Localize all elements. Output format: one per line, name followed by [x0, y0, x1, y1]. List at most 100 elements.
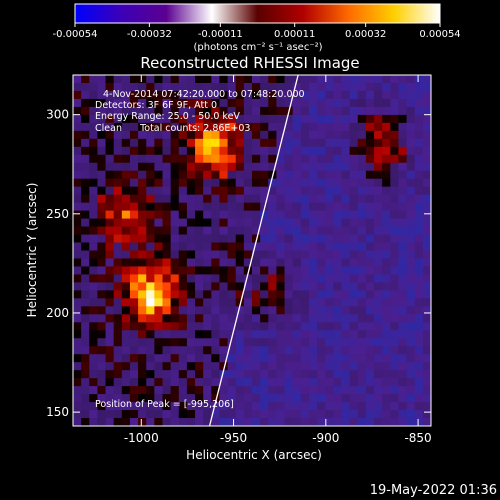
heatmap-cell	[154, 82, 163, 92]
heatmap-cell	[227, 106, 237, 116]
heatmap-cell	[235, 218, 245, 227]
heatmap-cell	[398, 138, 407, 148]
heatmap-cell	[105, 338, 115, 347]
heatmap-cell	[89, 402, 98, 411]
heatmap-cell	[325, 402, 334, 411]
heatmap-cell	[203, 266, 212, 275]
heatmap-cell	[113, 130, 123, 140]
heatmap-cell	[186, 122, 196, 132]
heatmap-cell	[292, 114, 302, 124]
heatmap-cell	[178, 418, 188, 426]
heatmap-cell	[89, 114, 98, 124]
heatmap-image	[73, 75, 431, 426]
heatmap-cell	[243, 418, 253, 426]
heatmap-cell	[105, 98, 115, 108]
heatmap-cell	[170, 370, 180, 379]
heatmap-cell	[341, 178, 351, 188]
heatmap-cell	[374, 210, 383, 219]
heatmap-cell	[105, 306, 115, 315]
heatmap-cell	[357, 274, 367, 283]
heatmap-cell	[300, 75, 310, 84]
heatmap-cell	[365, 82, 375, 92]
heatmap-cell	[406, 138, 416, 148]
heatmap-cell	[414, 98, 424, 108]
heatmap-cell	[325, 378, 334, 387]
heatmap-cell	[325, 194, 334, 204]
heatmap-cell	[105, 218, 115, 227]
heatmap-cell	[268, 402, 277, 411]
heatmap-cell	[113, 82, 123, 92]
heatmap-cell	[227, 266, 237, 275]
heatmap-cell	[113, 162, 123, 172]
heatmap-cell	[422, 226, 431, 235]
heatmap-cell	[252, 386, 261, 395]
heatmap-cell	[138, 186, 147, 196]
heatmap-cell	[203, 306, 212, 315]
heatmap-cell	[325, 258, 334, 267]
heatmap-cell	[357, 75, 367, 84]
heatmap-cell	[243, 234, 253, 243]
heatmap-cell	[422, 234, 431, 243]
heatmap-cell	[186, 338, 196, 347]
heatmap-cell	[333, 306, 342, 315]
heatmap-cell	[243, 362, 253, 371]
heatmap-cell	[349, 106, 359, 116]
heatmap-cell	[398, 90, 407, 100]
heatmap-cell	[73, 226, 82, 235]
heatmap-cell	[195, 130, 204, 140]
heatmap-cell	[390, 386, 399, 395]
heatmap-cell	[357, 106, 367, 116]
heatmap-cell	[406, 154, 416, 164]
heatmap-cell	[349, 146, 359, 156]
heatmap-cell	[203, 170, 212, 180]
heatmap-cell	[308, 202, 318, 212]
heatmap-cell	[365, 410, 375, 419]
heatmap-cell	[357, 386, 367, 395]
heatmap-cell	[406, 354, 416, 363]
heatmap-cell	[178, 338, 188, 347]
heatmap-cell	[81, 146, 90, 156]
heatmap-cell	[398, 210, 407, 219]
heatmap-cell	[227, 346, 237, 355]
heatmap-cell	[138, 322, 147, 331]
heatmap-cell	[341, 314, 351, 323]
heatmap-cell	[138, 90, 147, 100]
heatmap-cell	[333, 378, 342, 387]
heatmap-cell	[276, 290, 285, 299]
heatmap-cell	[89, 386, 98, 395]
heatmap-cell	[219, 274, 228, 283]
heatmap-cell	[105, 162, 115, 172]
heatmap-cell	[317, 202, 326, 212]
heatmap-cell	[195, 138, 204, 148]
heatmap-cell	[211, 226, 220, 235]
heatmap-cell	[121, 186, 131, 196]
heatmap-cell	[317, 90, 326, 100]
heatmap-cell	[382, 114, 391, 124]
heatmap-cell	[357, 402, 367, 411]
heatmap-cell	[227, 274, 237, 283]
heatmap-cell	[154, 162, 163, 172]
heatmap-cell	[276, 234, 285, 243]
heatmap-cell	[414, 75, 424, 84]
heatmap-cell	[268, 322, 277, 331]
heatmap-cell	[260, 290, 269, 299]
heatmap-cell	[97, 122, 106, 132]
heatmap-cell	[398, 402, 407, 411]
heatmap-cell	[146, 82, 155, 92]
heatmap-cell	[146, 378, 155, 387]
heatmap-cell	[121, 266, 131, 275]
heatmap-cell	[219, 298, 228, 307]
heatmap-cell	[113, 346, 123, 355]
heatmap-cell	[349, 130, 359, 140]
heatmap-cell	[365, 306, 375, 315]
heatmap-cell	[357, 138, 367, 148]
heatmap-cell	[203, 242, 212, 251]
heatmap-cell	[138, 210, 147, 219]
heatmap-cell	[138, 75, 147, 84]
heatmap-cell	[81, 122, 90, 132]
heatmap-cell	[357, 410, 367, 419]
heatmap-cell	[341, 338, 351, 347]
heatmap-cell	[276, 362, 285, 371]
heatmap-cell	[300, 418, 310, 426]
heatmap-cell	[317, 130, 326, 140]
